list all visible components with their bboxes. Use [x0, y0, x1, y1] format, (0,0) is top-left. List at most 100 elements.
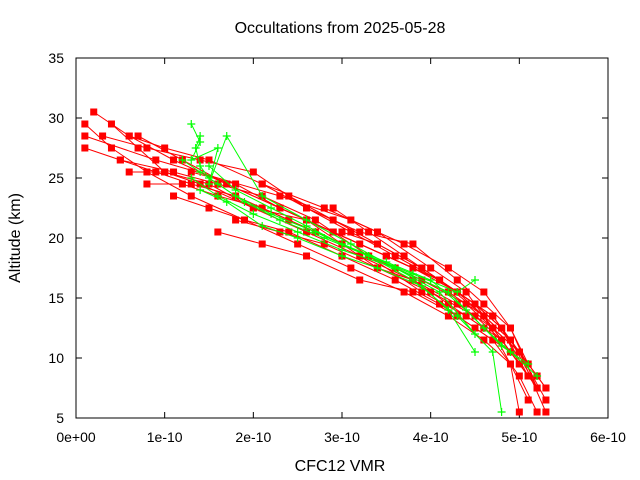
data-point	[81, 132, 89, 140]
data-point	[391, 252, 399, 260]
data-point	[213, 180, 222, 188]
x-tick-label: 3e-10	[324, 429, 360, 445]
x-tick-label: 0e+00	[56, 429, 96, 445]
data-point	[436, 300, 444, 308]
data-point	[276, 192, 284, 200]
data-point	[107, 144, 115, 152]
data-point	[161, 168, 169, 176]
data-point	[462, 288, 470, 296]
data-point	[453, 300, 461, 308]
data-point	[524, 396, 532, 404]
data-point	[99, 132, 107, 140]
profile-line	[191, 177, 476, 335]
data-point	[391, 276, 399, 284]
data-point	[356, 228, 364, 236]
profile-line	[84, 123, 529, 401]
data-point	[533, 384, 541, 392]
data-point	[382, 252, 390, 260]
data-point	[170, 156, 178, 164]
data-point	[506, 324, 514, 332]
y-tick-label: 20	[48, 230, 64, 246]
data-point	[515, 372, 523, 380]
x-tick-label: 6e-10	[590, 429, 626, 445]
data-point	[338, 228, 346, 236]
data-point	[365, 228, 373, 236]
data-point	[178, 156, 187, 164]
data-point	[303, 204, 311, 212]
y-tick-label: 35	[48, 50, 64, 66]
data-point	[471, 312, 479, 320]
data-point	[524, 372, 532, 380]
data-point	[303, 228, 311, 236]
data-point	[400, 288, 408, 296]
data-point	[303, 252, 311, 260]
data-point	[533, 372, 542, 380]
data-point	[116, 156, 124, 164]
data-point	[462, 300, 470, 308]
data-point	[542, 384, 550, 392]
data-point	[258, 204, 266, 212]
data-point	[187, 180, 195, 188]
y-tick-label: 10	[48, 350, 64, 366]
y-axis-label: Altitude (km)	[7, 193, 24, 283]
data-point	[232, 180, 240, 188]
data-point	[515, 408, 523, 416]
data-point	[143, 144, 151, 152]
data-point	[400, 252, 408, 260]
x-axis-label: CFC12 VMR	[295, 458, 386, 475]
data-point	[417, 282, 426, 290]
data-point	[347, 228, 355, 236]
data-point	[418, 264, 426, 272]
data-point	[497, 342, 506, 350]
data-point	[214, 228, 222, 236]
y-axis-ticks: 5 10 15 20 25 30 35	[48, 50, 608, 426]
x-tick-label: 2e-10	[235, 429, 271, 445]
data-point	[498, 336, 506, 344]
data-point	[134, 132, 142, 140]
data-point	[480, 300, 488, 308]
data-point	[187, 192, 195, 200]
data-point	[170, 168, 178, 176]
data-point	[187, 156, 196, 164]
profile-line	[261, 183, 529, 377]
data-point	[249, 210, 258, 218]
data-point	[524, 360, 533, 368]
data-point	[187, 120, 196, 128]
data-point	[231, 186, 240, 194]
data-point	[152, 156, 160, 164]
data-point	[293, 234, 302, 242]
data-point	[134, 144, 142, 152]
data-point	[506, 336, 514, 344]
data-point	[480, 336, 488, 344]
y-tick-label: 30	[48, 110, 64, 126]
chart-title: Occultations from 2025-05-28	[235, 20, 446, 37]
data-point	[533, 408, 541, 416]
data-point	[267, 204, 276, 212]
y-tick-label: 15	[48, 290, 64, 306]
data-point	[285, 228, 293, 236]
data-point	[196, 168, 205, 176]
data-point	[409, 240, 417, 248]
data-point	[240, 198, 249, 206]
data-point	[320, 240, 328, 248]
data-point	[222, 198, 231, 206]
data-point	[258, 222, 267, 230]
data-point	[453, 288, 462, 296]
data-point	[497, 408, 506, 416]
data-point	[542, 408, 550, 416]
data-point	[302, 222, 311, 230]
data-point	[329, 204, 337, 212]
x-axis-ticks: 0e+00 1e-10 2e-10 3e-10 4e-10 5e-10 6e-10	[56, 58, 626, 445]
data-point	[427, 264, 435, 272]
data-point	[338, 252, 346, 260]
data-point	[373, 240, 381, 248]
data-point	[356, 276, 364, 284]
data-point	[275, 216, 284, 224]
data-point	[258, 180, 266, 188]
data-point	[373, 264, 382, 272]
data-point	[107, 120, 115, 128]
x-tick-label: 5e-10	[501, 429, 537, 445]
data-point	[471, 330, 479, 338]
data-point	[196, 156, 204, 164]
